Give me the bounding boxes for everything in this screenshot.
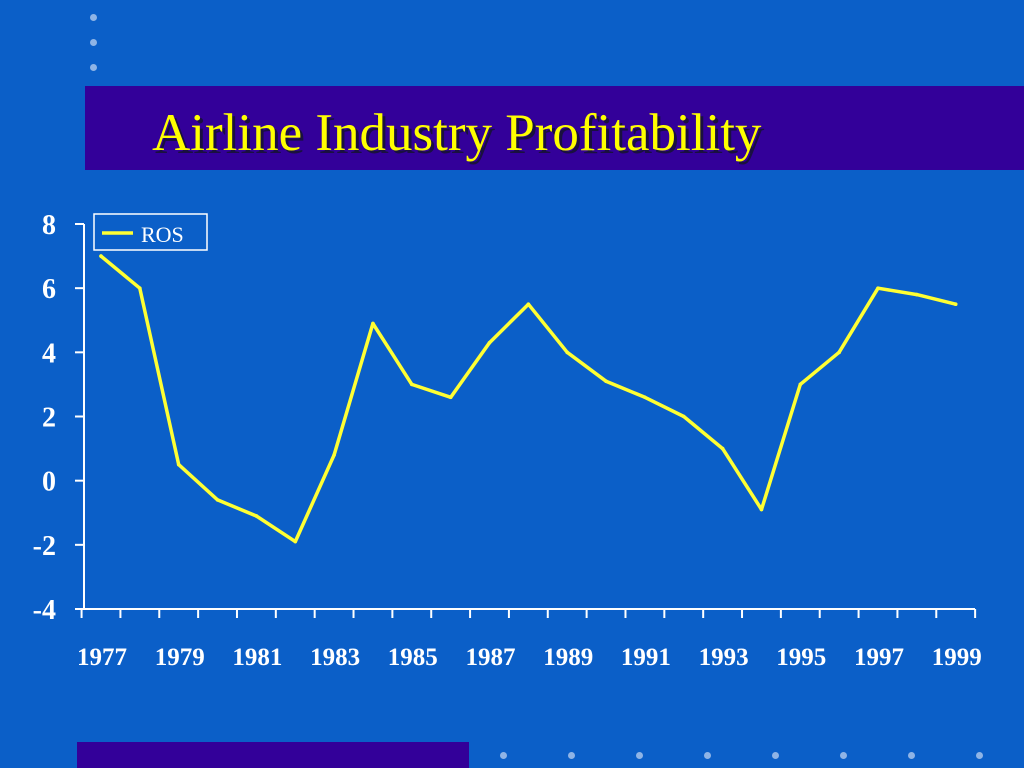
decorative-dot (90, 14, 97, 21)
decorative-dot (90, 39, 97, 46)
slide-title: Airline Industry Profitability (152, 104, 762, 162)
data-point (798, 382, 803, 387)
decorative-dot (90, 64, 97, 71)
y-tick-label: 0 (42, 467, 56, 498)
x-tick-label: 1979 (155, 644, 205, 671)
decorative-dot (840, 752, 847, 759)
legend-box (93, 213, 208, 251)
bottom-dot-row (500, 752, 1000, 762)
bottom-band (77, 742, 469, 768)
decorative-dot (908, 752, 915, 759)
x-tick-label: 1993 (699, 644, 749, 671)
data-point (526, 302, 531, 307)
top-dot-column (88, 10, 100, 80)
y-tick-label: -4 (33, 595, 56, 626)
data-point (138, 286, 142, 290)
data-point (915, 292, 919, 297)
data-point (176, 462, 181, 467)
data-point (643, 395, 647, 400)
data-point (410, 382, 414, 387)
decorative-dot (568, 752, 575, 759)
data-point (720, 446, 725, 451)
x-tick-label: 1977 (77, 644, 127, 671)
x-tick-label: 1987 (466, 644, 516, 671)
x-tick-label: 1999 (932, 644, 982, 671)
data-point (293, 539, 298, 544)
x-tick-label: 1981 (232, 644, 282, 671)
y-tick-label: -2 (33, 531, 56, 562)
decorative-dot (500, 752, 507, 759)
decorative-dot (976, 752, 983, 759)
y-tick-label: 4 (42, 338, 56, 369)
data-point (565, 350, 569, 355)
data-point (487, 340, 492, 345)
x-tick-label: 1991 (621, 644, 671, 671)
data-point (332, 453, 336, 457)
legend-label: ROS (141, 222, 184, 247)
x-tick-label: 1995 (776, 644, 826, 671)
decorative-dot (704, 752, 711, 759)
x-tick-label: 1989 (543, 644, 593, 671)
x-tick-label: 1983 (310, 644, 360, 671)
data-point (99, 254, 103, 258)
y-tick-label: 6 (42, 274, 56, 305)
x-tick-label: 1997 (854, 644, 904, 671)
y-tick-label: 2 (42, 403, 56, 434)
data-point (448, 395, 453, 400)
data-point (371, 321, 375, 326)
decorative-dot (636, 752, 643, 759)
data-point (759, 507, 764, 512)
data-point (681, 414, 686, 419)
title-band (85, 86, 1024, 170)
data-point (254, 514, 259, 518)
data-point (604, 379, 608, 384)
data-point (953, 302, 958, 307)
data-point (215, 498, 220, 502)
x-tick-label: 1985 (388, 644, 438, 671)
data-point (837, 350, 841, 355)
series-line-ros (99, 254, 958, 544)
data-point (876, 286, 880, 290)
y-tick-label: 8 (42, 210, 56, 241)
decorative-dot (772, 752, 779, 759)
